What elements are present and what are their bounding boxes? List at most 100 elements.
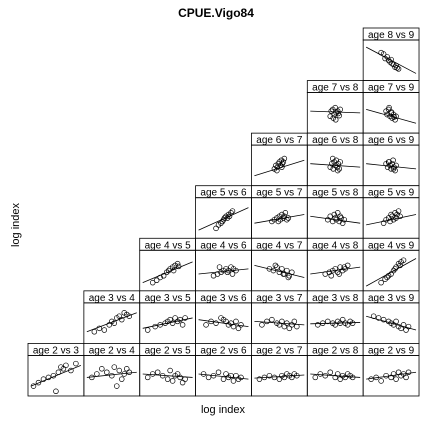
data-point (281, 155, 288, 162)
data-point (182, 376, 188, 382)
panel: age 3 vs 5 (139, 290, 196, 344)
data-point (335, 110, 341, 117)
data-point (111, 364, 118, 370)
data-point (392, 266, 398, 272)
data-point (341, 264, 347, 270)
panel-strip-label: age 4 vs 6 (200, 240, 247, 251)
fit-line (310, 373, 361, 378)
data-point (392, 167, 398, 174)
data-point (55, 369, 62, 375)
data-point (400, 257, 407, 263)
x-axis-label: log index (201, 404, 246, 416)
data-point (123, 366, 130, 372)
fit-line (365, 258, 417, 287)
panel-strip-label: age 3 vs 9 (368, 293, 415, 304)
panel-content (254, 210, 305, 225)
fit-line (366, 371, 417, 380)
data-point (332, 117, 339, 123)
data-point (336, 271, 342, 277)
data-point (203, 322, 209, 328)
panel-strip-label: age 5 vs 9 (368, 188, 415, 199)
data-point (104, 369, 110, 375)
data-point (405, 323, 412, 330)
data-point (208, 318, 214, 325)
panel-strip-label: age 4 vs 7 (256, 240, 303, 251)
panel-strip-label: age 3 vs 8 (312, 293, 359, 304)
data-point (228, 210, 234, 216)
data-point (284, 267, 290, 274)
data-point (383, 372, 389, 379)
data-point (385, 57, 392, 64)
panel-strip-label: age 3 vs 4 (89, 293, 136, 304)
data-point (395, 369, 402, 375)
data-point (261, 374, 268, 381)
data-point (397, 213, 403, 220)
panel-strip-label: age 6 vs 8 (312, 135, 359, 146)
fit-line (198, 207, 249, 231)
fit-line (142, 261, 193, 284)
data-point (214, 271, 221, 277)
panel-grid: age 8 vs 9 age 7 vs 8 age 7 vs 9 age 6 vs 7… (27, 27, 420, 397)
data-point (280, 271, 287, 277)
data-point (215, 369, 222, 375)
panel-content (366, 313, 417, 333)
panel-content (366, 157, 417, 174)
data-point (385, 159, 392, 165)
panel: age 3 vs 4 (83, 290, 141, 344)
panel-box (195, 249, 252, 292)
data-point (397, 262, 403, 269)
data-point (99, 366, 105, 372)
data-point (315, 322, 321, 328)
fit-line (254, 264, 305, 278)
data-point (378, 279, 384, 286)
data-point (327, 369, 333, 375)
data-point (119, 316, 125, 323)
panel-strip-label: age 3 vs 6 (200, 293, 247, 304)
panel-strip-label: age 4 vs 8 (312, 240, 359, 251)
data-point (45, 374, 52, 381)
data-point (405, 369, 412, 375)
data-point (174, 260, 181, 267)
data-point (94, 371, 100, 377)
data-point (153, 277, 160, 283)
data-point (40, 376, 47, 382)
data-point (89, 374, 95, 381)
data-point (285, 274, 292, 281)
panel-strip-label: age 3 vs 7 (256, 293, 303, 304)
data-point (226, 213, 233, 220)
data-point (91, 329, 98, 335)
data-point (68, 367, 74, 374)
panel: age 5 vs 9 (362, 185, 420, 239)
panel: age 3 vs 7 (251, 290, 308, 344)
data-point (213, 225, 219, 232)
data-point (320, 320, 326, 326)
data-point (373, 374, 379, 381)
data-point (259, 322, 265, 328)
panel: age 5 vs 8 (306, 185, 364, 239)
data-point (394, 65, 400, 71)
panel: age 4 vs 5 (139, 237, 196, 292)
panel: age 2 vs 4 (83, 343, 141, 397)
panel-strip-label: age 6 vs 9 (368, 135, 415, 146)
data-point (334, 167, 341, 174)
data-point (380, 316, 387, 323)
data-point (63, 362, 69, 369)
panel: age 2 vs 9 (362, 343, 420, 397)
panel: age 2 vs 8 (306, 343, 364, 397)
data-point (285, 215, 292, 221)
panel-content (86, 310, 137, 335)
panel: age 3 vs 8 (306, 290, 364, 344)
data-point (270, 267, 277, 274)
data-point (294, 372, 300, 379)
data-point (279, 266, 285, 272)
data-point (159, 372, 166, 379)
data-point (216, 264, 223, 270)
data-point (322, 372, 329, 379)
fit-line (310, 215, 361, 224)
data-point (30, 383, 37, 389)
data-point (370, 313, 377, 319)
data-point (170, 267, 177, 274)
panel: age 5 vs 7 (251, 185, 308, 239)
data-point (223, 371, 229, 377)
